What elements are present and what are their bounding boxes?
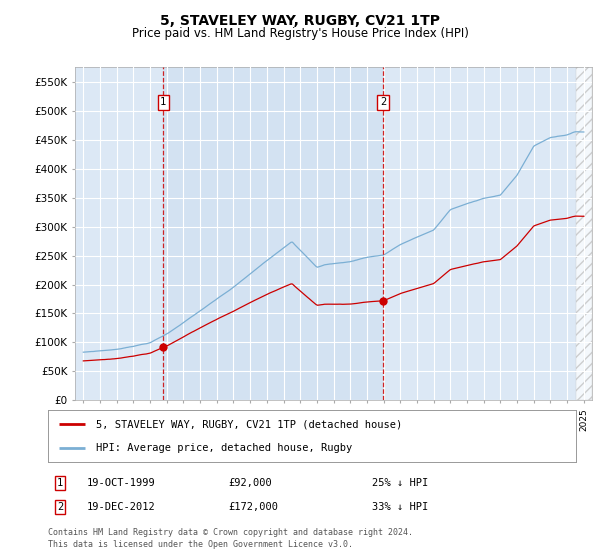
Text: 1: 1	[160, 97, 166, 107]
Text: £92,000: £92,000	[228, 478, 272, 488]
Text: 5, STAVELEY WAY, RUGBY, CV21 1TP: 5, STAVELEY WAY, RUGBY, CV21 1TP	[160, 14, 440, 28]
Text: 19-OCT-1999: 19-OCT-1999	[87, 478, 156, 488]
Text: 19-DEC-2012: 19-DEC-2012	[87, 502, 156, 512]
Text: 33% ↓ HPI: 33% ↓ HPI	[372, 502, 428, 512]
Text: 1: 1	[57, 478, 63, 488]
Text: Contains HM Land Registry data © Crown copyright and database right 2024.
This d: Contains HM Land Registry data © Crown c…	[48, 528, 413, 549]
Text: HPI: Average price, detached house, Rugby: HPI: Average price, detached house, Rugb…	[95, 443, 352, 453]
Text: 2: 2	[57, 502, 63, 512]
Text: Price paid vs. HM Land Registry's House Price Index (HPI): Price paid vs. HM Land Registry's House …	[131, 27, 469, 40]
Text: 5, STAVELEY WAY, RUGBY, CV21 1TP (detached house): 5, STAVELEY WAY, RUGBY, CV21 1TP (detach…	[95, 419, 402, 430]
Text: £172,000: £172,000	[228, 502, 278, 512]
Bar	[163, 67, 383, 400]
Text: 25% ↓ HPI: 25% ↓ HPI	[372, 478, 428, 488]
Text: 2: 2	[380, 97, 386, 107]
Bar	[575, 67, 592, 400]
